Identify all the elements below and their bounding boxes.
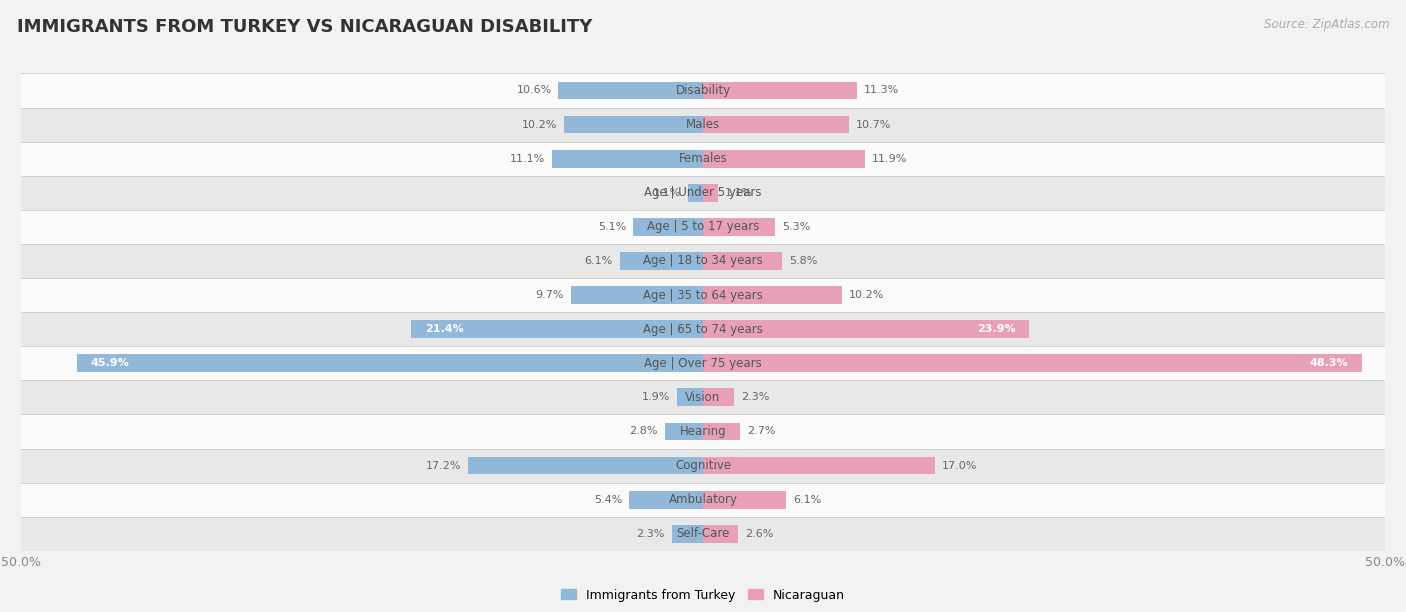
Bar (551, 150, 703, 168)
Text: Age | 5 to 17 years: Age | 5 to 17 years (647, 220, 759, 233)
Bar (21, 312, 1385, 346)
Bar (688, 184, 703, 201)
Bar (703, 491, 786, 509)
Text: Age | 65 to 74 years: Age | 65 to 74 years (643, 323, 763, 335)
Text: Age | Over 75 years: Age | Over 75 years (644, 357, 762, 370)
Bar (21, 449, 1385, 483)
Text: 45.9%: 45.9% (90, 358, 129, 368)
Bar (630, 491, 703, 509)
Text: 10.6%: 10.6% (516, 86, 551, 95)
Text: 1.1%: 1.1% (725, 188, 754, 198)
Text: Hearing: Hearing (679, 425, 727, 438)
Text: Source: ZipAtlas.com: Source: ZipAtlas.com (1264, 18, 1389, 31)
Bar (21, 278, 1385, 312)
Bar (703, 320, 1029, 338)
Text: 5.3%: 5.3% (782, 222, 810, 232)
Text: 10.7%: 10.7% (856, 119, 891, 130)
Bar (703, 81, 858, 99)
Bar (703, 286, 842, 304)
Text: 21.4%: 21.4% (425, 324, 464, 334)
Bar (620, 252, 703, 270)
Bar (703, 252, 782, 270)
Bar (703, 150, 865, 168)
Text: 2.3%: 2.3% (741, 392, 769, 402)
Bar (21, 210, 1385, 244)
Text: 2.8%: 2.8% (630, 427, 658, 436)
Text: 23.9%: 23.9% (977, 324, 1015, 334)
Text: 48.3%: 48.3% (1309, 358, 1348, 368)
Text: 9.7%: 9.7% (536, 290, 564, 300)
Bar (21, 414, 1385, 449)
Text: 11.1%: 11.1% (509, 154, 544, 163)
Bar (703, 116, 849, 133)
Text: Age | Under 5 years: Age | Under 5 years (644, 186, 762, 200)
Text: Cognitive: Cognitive (675, 459, 731, 472)
Text: Age | 18 to 34 years: Age | 18 to 34 years (643, 255, 763, 267)
Text: Vision: Vision (685, 391, 721, 404)
Bar (558, 81, 703, 99)
Bar (678, 389, 703, 406)
Bar (703, 354, 1362, 372)
Text: 11.3%: 11.3% (863, 86, 900, 95)
Bar (411, 320, 703, 338)
Bar (21, 380, 1385, 414)
Bar (672, 525, 703, 543)
Text: Females: Females (679, 152, 727, 165)
Text: 17.2%: 17.2% (426, 461, 461, 471)
Text: IMMIGRANTS FROM TURKEY VS NICARAGUAN DISABILITY: IMMIGRANTS FROM TURKEY VS NICARAGUAN DIS… (17, 18, 592, 36)
Bar (703, 218, 775, 236)
Text: 11.9%: 11.9% (872, 154, 907, 163)
Text: Self-Care: Self-Care (676, 528, 730, 540)
Bar (21, 108, 1385, 141)
Bar (703, 389, 734, 406)
Bar (21, 73, 1385, 108)
Bar (77, 354, 703, 372)
Bar (21, 141, 1385, 176)
Text: 6.1%: 6.1% (585, 256, 613, 266)
Bar (703, 423, 740, 440)
Text: 5.1%: 5.1% (599, 222, 627, 232)
Bar (703, 525, 738, 543)
Text: 2.6%: 2.6% (745, 529, 773, 539)
Text: 6.1%: 6.1% (793, 494, 821, 505)
Bar (703, 457, 935, 474)
Text: 17.0%: 17.0% (942, 461, 977, 471)
Text: 5.4%: 5.4% (595, 494, 623, 505)
Text: 1.9%: 1.9% (643, 392, 671, 402)
Bar (634, 218, 703, 236)
Bar (21, 244, 1385, 278)
Bar (564, 116, 703, 133)
Text: Disability: Disability (675, 84, 731, 97)
Bar (21, 517, 1385, 551)
Bar (571, 286, 703, 304)
Legend: Immigrants from Turkey, Nicaraguan: Immigrants from Turkey, Nicaraguan (555, 584, 851, 606)
Text: 5.8%: 5.8% (789, 256, 817, 266)
Bar (665, 423, 703, 440)
Bar (21, 346, 1385, 380)
Bar (21, 483, 1385, 517)
Text: 2.3%: 2.3% (637, 529, 665, 539)
Bar (468, 457, 703, 474)
Bar (703, 184, 718, 201)
Text: Ambulatory: Ambulatory (668, 493, 738, 506)
Text: Age | 35 to 64 years: Age | 35 to 64 years (643, 289, 763, 302)
Text: 1.1%: 1.1% (652, 188, 681, 198)
Text: 10.2%: 10.2% (849, 290, 884, 300)
Text: 2.7%: 2.7% (747, 427, 775, 436)
Text: 10.2%: 10.2% (522, 119, 557, 130)
Bar (21, 176, 1385, 210)
Text: Males: Males (686, 118, 720, 131)
